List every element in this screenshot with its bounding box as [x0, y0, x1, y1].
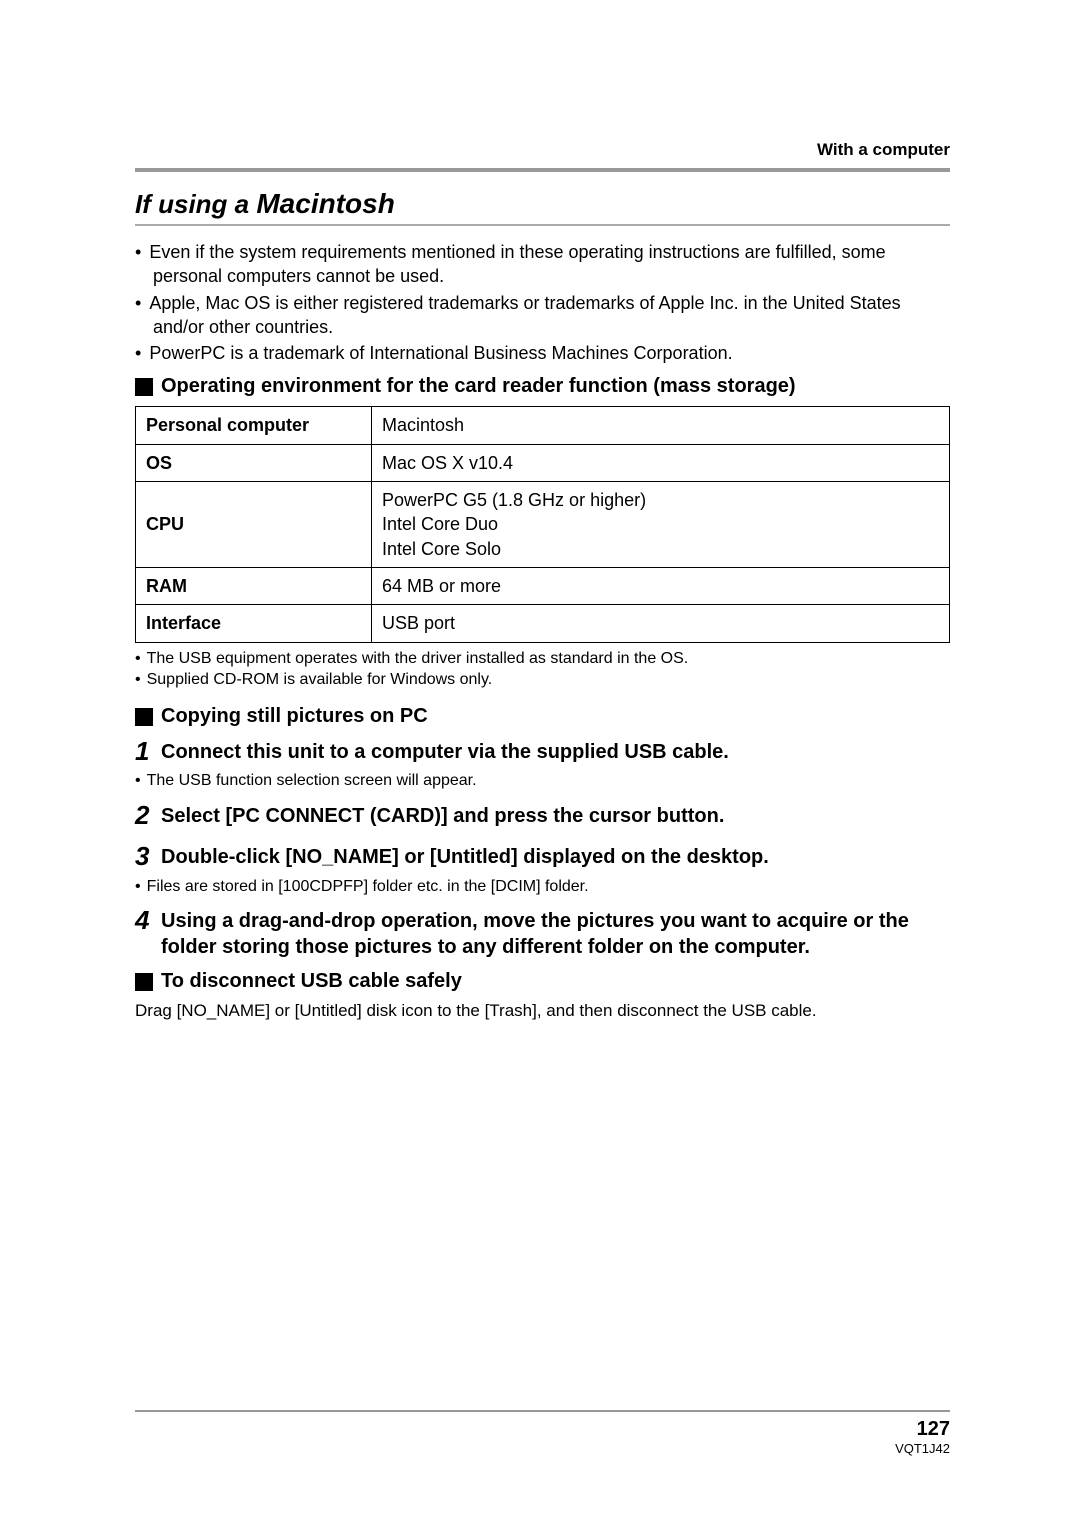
square-bullet-icon — [135, 973, 153, 991]
step-3-note: Files are stored in [100CDPFP] folder et… — [135, 877, 950, 898]
step-number: 3 — [135, 841, 161, 872]
section-title: If using a Macintosh — [135, 188, 950, 220]
spec-label: RAM — [136, 567, 372, 604]
spec-value: Macintosh — [372, 407, 950, 444]
footer-rule — [135, 1410, 950, 1412]
table-row: Interface USB port — [136, 605, 950, 642]
top-rule — [135, 168, 950, 172]
table-note: Supplied CD-ROM is available for Windows… — [135, 670, 950, 691]
heading-copying: Copying still pictures on PC — [135, 705, 950, 728]
table-row: OS Mac OS X v10.4 — [136, 444, 950, 481]
disconnect-text: Drag [NO_NAME] or [Untitled] disk icon t… — [135, 1001, 950, 1021]
spec-label: Interface — [136, 605, 372, 642]
spec-label: OS — [136, 444, 372, 481]
spec-value: USB port — [372, 605, 950, 642]
step-2: 2 Select [PC CONNECT (CARD)] and press t… — [135, 800, 950, 831]
intro-bullets: Even if the system requirements mentione… — [135, 240, 950, 365]
table-row: RAM 64 MB or more — [136, 567, 950, 604]
step-3: 3 Double-click [NO_NAME] or [Untitled] d… — [135, 841, 950, 872]
heading-text: Operating environment for the card reade… — [161, 375, 796, 398]
heading-text: Copying still pictures on PC — [161, 705, 428, 728]
step-number: 4 — [135, 905, 161, 936]
heading-disconnect: To disconnect USB cable safely — [135, 970, 950, 993]
page-number: 127 — [135, 1418, 950, 1441]
table-note: The USB equipment operates with the driv… — [135, 649, 950, 670]
intro-bullet: PowerPC is a trademark of International … — [135, 341, 950, 365]
spec-table: Personal computer Macintosh OS Mac OS X … — [135, 406, 950, 642]
step-text: Double-click [NO_NAME] or [Untitled] dis… — [161, 841, 769, 870]
document-page: With a computer If using a Macintosh Eve… — [0, 0, 1080, 1526]
step-number: 2 — [135, 800, 161, 831]
step-note-item: The USB function selection screen will a… — [135, 771, 950, 792]
title-main: Macintosh — [256, 188, 394, 219]
table-row: CPU PowerPC G5 (1.8 GHz or higher) Intel… — [136, 482, 950, 568]
table-notes: The USB equipment operates with the driv… — [135, 649, 950, 692]
step-text: Select [PC CONNECT (CARD)] and press the… — [161, 800, 724, 829]
spec-value: 64 MB or more — [372, 567, 950, 604]
step-note-item: Files are stored in [100CDPFP] folder et… — [135, 877, 950, 898]
spec-label: Personal computer — [136, 407, 372, 444]
step-4: 4 Using a drag-and-drop operation, move … — [135, 905, 950, 960]
step-text: Connect this unit to a computer via the … — [161, 736, 729, 765]
square-bullet-icon — [135, 378, 153, 396]
spec-value: Mac OS X v10.4 — [372, 444, 950, 481]
heading-operating-env: Operating environment for the card reade… — [135, 375, 950, 398]
spec-label: CPU — [136, 482, 372, 568]
step-1-note: The USB function selection screen will a… — [135, 771, 950, 792]
intro-bullet: Apple, Mac OS is either registered trade… — [135, 291, 950, 340]
step-text: Using a drag-and-drop operation, move th… — [161, 905, 950, 960]
heading-text: To disconnect USB cable safely — [161, 970, 462, 993]
step-number: 1 — [135, 736, 161, 767]
spec-value: PowerPC G5 (1.8 GHz or higher) Intel Cor… — [372, 482, 950, 568]
table-row: Personal computer Macintosh — [136, 407, 950, 444]
square-bullet-icon — [135, 708, 153, 726]
doc-code: VQT1J42 — [135, 1441, 950, 1456]
page-footer: 127 VQT1J42 — [135, 1410, 950, 1456]
title-prefix: If using a — [135, 189, 256, 219]
header-label: With a computer — [135, 140, 950, 160]
intro-bullet: Even if the system requirements mentione… — [135, 240, 950, 289]
title-underline — [135, 224, 950, 226]
step-1: 1 Connect this unit to a computer via th… — [135, 736, 950, 767]
